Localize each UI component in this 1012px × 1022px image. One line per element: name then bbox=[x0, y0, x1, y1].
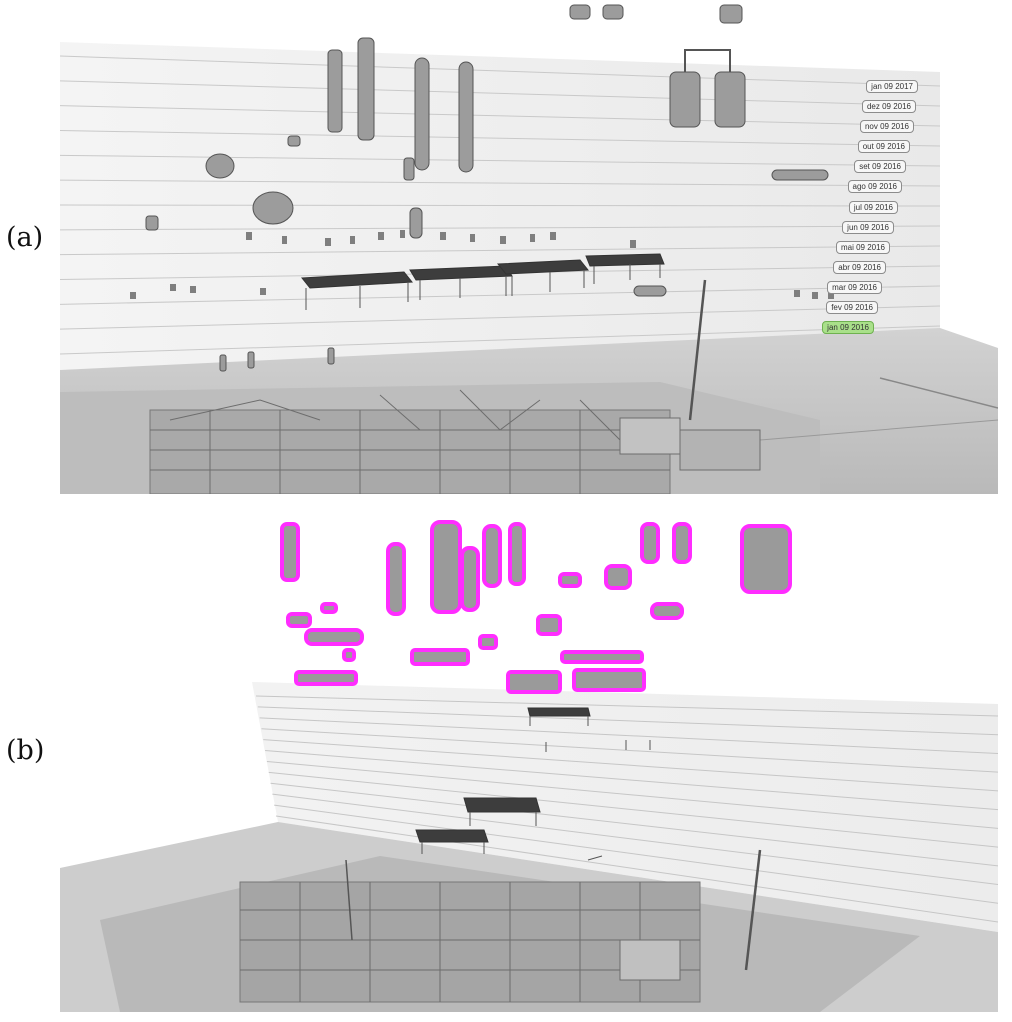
timeline-date-chip[interactable]: out 09 2016 bbox=[857, 140, 910, 154]
timeline-date-chip[interactable]: jan 09 2017 bbox=[866, 80, 918, 93]
timeline-date-chip[interactable]: jun 09 2016 bbox=[842, 220, 894, 234]
timeline-view-panel[interactable]: jan 09 2017 dez 09 2016 nov 09 2016 out 09 … bbox=[60, 0, 998, 494]
timeline-date-chip[interactable]: jul 09 2016 bbox=[848, 200, 898, 214]
scene-3d-viewport[interactable] bbox=[60, 0, 998, 494]
timeline-date-chip[interactable]: ago 09 2016 bbox=[847, 180, 902, 194]
selection-view-panel[interactable] bbox=[60, 520, 998, 1012]
plant-base-model bbox=[149, 389, 761, 494]
timeline-date-chip[interactable]: mar 09 2016 bbox=[827, 280, 882, 294]
floating-equipment bbox=[145, 4, 829, 372]
timeline-date-chip[interactable]: jan 09 2016 bbox=[822, 321, 874, 334]
timeline-date-chip[interactable]: nov 09 2016 bbox=[859, 120, 914, 134]
timeline-date-chip[interactable]: abr 09 2016 bbox=[833, 260, 886, 274]
pipe-rack-modules-b bbox=[415, 707, 591, 843]
timeline-date-chips: jan 09 2017 dez 09 2016 nov 09 2016 out 09 … bbox=[60, 0, 998, 494]
highlighted-components bbox=[280, 520, 792, 694]
panel-b-label: (b) bbox=[6, 735, 45, 766]
panel-a-label: (a) bbox=[6, 222, 44, 253]
timeline-date-chip[interactable]: set 09 2016 bbox=[854, 160, 906, 174]
small-components bbox=[130, 230, 834, 299]
scene-3d-viewport-b[interactable] bbox=[60, 520, 998, 1012]
timeline-date-chip[interactable]: mai 09 2016 bbox=[835, 240, 890, 254]
timeline-slice-lines-b bbox=[255, 695, 998, 923]
timeline-date-chip[interactable]: fev 09 2016 bbox=[826, 300, 878, 314]
timeline-date-chip[interactable]: dez 09 2016 bbox=[861, 100, 916, 114]
plant-base-model-b bbox=[239, 881, 701, 1003]
